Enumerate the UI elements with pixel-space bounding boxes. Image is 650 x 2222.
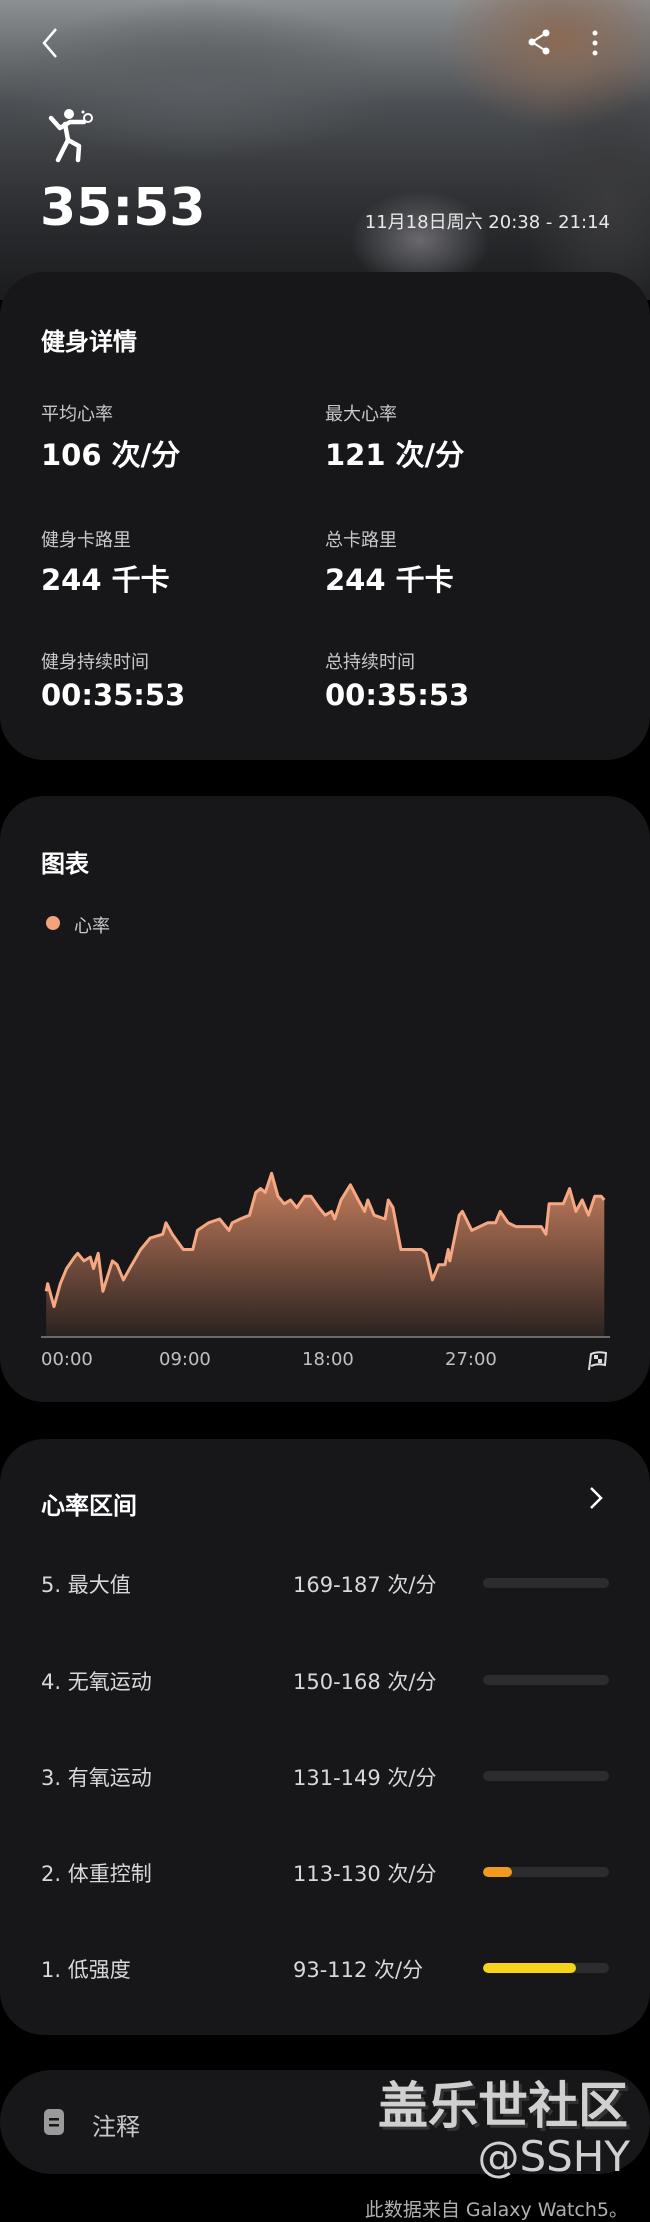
- x-tick-label: 09:00: [159, 1349, 211, 1370]
- workout-duration-value: 00:35:53: [41, 678, 186, 712]
- heart-rate-chart: [41, 1171, 610, 1338]
- workout-duration: 35:53: [40, 178, 206, 238]
- workout-calories-value: 244 千卡: [41, 563, 170, 597]
- zone-range: 131-149 次/分: [293, 1766, 437, 1790]
- max-heart-rate-label: 最大心率: [325, 404, 397, 425]
- x-tick-label: 18:00: [302, 1349, 354, 1370]
- zone-range: 93-112 次/分: [293, 1958, 424, 1982]
- note-icon: [44, 2109, 64, 2135]
- zone-progress-bar: [483, 1771, 609, 1781]
- legend-label: 心率: [74, 916, 110, 937]
- heart-rate-zones-card[interactable]: 心率区间 5. 最大值 169-187 次/分 4. 无氧运动 150-168 …: [0, 1439, 650, 2035]
- share-icon[interactable]: [526, 28, 552, 56]
- legend-marker: [46, 916, 60, 930]
- zone-range: 150-168 次/分: [293, 1670, 437, 1694]
- max-heart-rate-value: 121 次/分: [325, 438, 465, 472]
- more-options-icon[interactable]: [590, 28, 600, 58]
- chevron-right-icon[interactable]: [588, 1485, 604, 1511]
- hero-background-image: [0, 0, 650, 300]
- avg-heart-rate-label: 平均心率: [41, 404, 113, 425]
- workout-duration-label: 健身持续时间: [41, 652, 149, 673]
- zone-name: 2. 体重控制: [41, 1862, 152, 1886]
- notes-button[interactable]: 注释: [0, 2070, 650, 2174]
- data-source-note: 此数据来自 Galaxy Watch5。: [364, 2199, 628, 2221]
- total-duration-label: 总持续时间: [325, 652, 415, 673]
- zones-title: 心率区间: [41, 1492, 137, 1520]
- total-calories-value: 244 千卡: [325, 563, 454, 597]
- watermark-community: 盖乐世社区: [378, 2077, 628, 2135]
- workout-details-card: 健身详情 平均心率 106 次/分 最大心率 121 次/分 健身卡路里 244…: [0, 272, 650, 760]
- back-icon[interactable]: [38, 26, 64, 60]
- workout-date-range: 11月18日周六 20:38 - 21:14: [364, 212, 610, 233]
- zone-progress-fill: [483, 1867, 512, 1877]
- zone-range: 169-187 次/分: [293, 1573, 437, 1597]
- zone-progress-bar: [483, 1578, 609, 1588]
- zone-name: 4. 无氧运动: [41, 1670, 152, 1694]
- total-duration-value: 00:35:53: [325, 678, 470, 712]
- finish-flag-icon: [588, 1351, 608, 1371]
- x-tick-label: 00:00: [41, 1349, 93, 1370]
- zone-progress-bar: [483, 1963, 609, 1973]
- zone-name: 1. 低强度: [41, 1958, 131, 1982]
- workout-calories-label: 健身卡路里: [41, 530, 131, 551]
- avg-heart-rate-value: 106 次/分: [41, 438, 181, 472]
- chart-title: 图表: [41, 850, 89, 878]
- heart-rate-area: [46, 1173, 605, 1337]
- heart-rate-line: [44, 1171, 606, 1309]
- total-calories-label: 总卡路里: [325, 530, 397, 551]
- zone-range: 113-130 次/分: [293, 1862, 437, 1886]
- watermark-handle: @SSHY: [477, 2132, 630, 2181]
- zone-name: 5. 最大值: [41, 1573, 131, 1597]
- zone-name: 3. 有氧运动: [41, 1766, 152, 1790]
- zone-progress-bar: [483, 1867, 609, 1877]
- details-title: 健身详情: [41, 328, 137, 356]
- zone-progress-fill: [483, 1963, 577, 1973]
- zone-progress-bar: [483, 1675, 609, 1685]
- badminton-player-icon: [48, 109, 93, 163]
- notes-label: 注释: [92, 2113, 140, 2141]
- x-tick-label: 27:00: [445, 1349, 497, 1370]
